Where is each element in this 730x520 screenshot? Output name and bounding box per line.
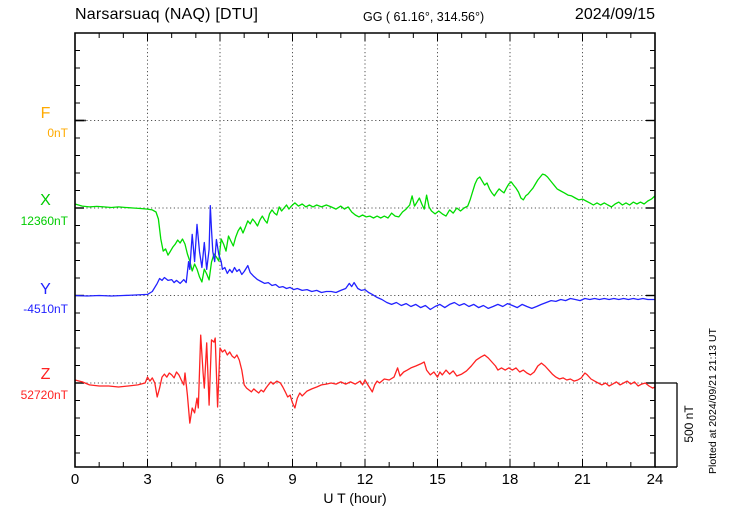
x-tick-label: 15	[429, 471, 446, 488]
geographic-coordinates: GG ( 61.16°, 314.56°)	[363, 10, 485, 24]
trace-label-f: F	[40, 105, 51, 122]
x-tick-label: 6	[215, 471, 225, 488]
x-axis-title: U T (hour)	[323, 490, 387, 506]
x-tick-label: 21	[574, 471, 591, 488]
trace-y	[74, 204, 655, 311]
scale-bar-label: 500 nT	[682, 405, 696, 443]
x-tick-label: 9	[288, 471, 297, 488]
trace-baseline-value-f: 0nT	[47, 126, 68, 140]
trace-label-y: Y	[40, 281, 51, 298]
x-tick-label: 3	[143, 471, 152, 488]
trace-x	[74, 173, 656, 283]
x-tick-label: 18	[501, 471, 519, 488]
x-tick-label: 24	[646, 471, 664, 488]
station-title: Narsarsuaq (NAQ) [DTU]	[75, 6, 259, 23]
trace-label-z: Z	[40, 366, 51, 383]
x-tick-label: 0	[70, 471, 80, 488]
plotted-at-timestamp: Plotted at 2024/09/21 21:13 UT	[707, 328, 719, 474]
x-tick-label: 12	[356, 471, 374, 488]
trace-label-x: X	[40, 192, 51, 209]
trace-baseline-value-z: 52720nT	[20, 388, 68, 402]
trace-baseline-value-x: 12360nT	[20, 214, 68, 228]
trace-z	[74, 334, 656, 424]
plot-date: 2024/09/15	[574, 6, 655, 23]
trace-baseline-value-y: -4510nT	[23, 302, 68, 316]
